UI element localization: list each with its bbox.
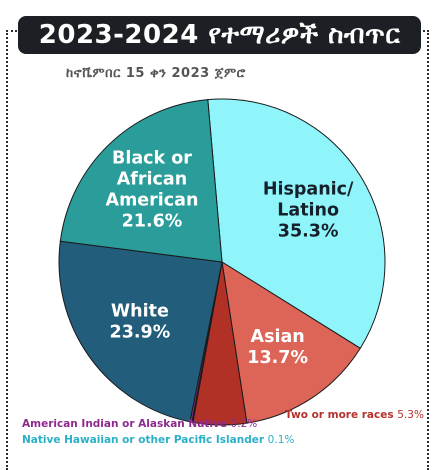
pie-slice-hispanic-latino	[207, 98, 386, 349]
footnote-two-or-more: Two or more races 5.3%	[285, 409, 424, 421]
slice-value-label: 21.6%	[122, 212, 183, 232]
footnote-native-hawaiian: Native Hawaiian or other Pacific Islande…	[22, 434, 294, 446]
slice-value-label: 13.7%	[247, 348, 308, 368]
pie-chart: Hispanic/Latino 35.3% Asian 13.7% White 23.9%…	[58, 98, 386, 426]
slice-value-label: 35.3%	[278, 221, 339, 241]
chart-subtitle: ከኖቬምበር 15 ቀን 2023 ጀምሮ	[66, 66, 246, 81]
footnote-american-indian: American Indian or Alaskan Native 0.2%	[22, 418, 257, 430]
slice-label-hispanic-latino: Hispanic/Latino 35.3%	[263, 179, 354, 241]
slice-label-asian: Asian 13.7%	[247, 327, 308, 368]
pie-slice-asian	[221, 260, 361, 424]
pie-slices	[58, 98, 386, 426]
slice-name-line: American	[106, 191, 199, 211]
slice-name-line: African	[117, 170, 187, 190]
footnote-two-or-more-value: 5.3%	[397, 409, 424, 421]
slice-value-label: 23.9%	[110, 323, 171, 343]
footnote-american-indian-value: 0.2%	[230, 418, 258, 430]
chart-title: 2023-2024 የተማሪዎች ስብጥር	[18, 16, 421, 54]
slice-label-white: White 23.9%	[110, 302, 171, 343]
slice-name-line: Hispanic/	[263, 179, 354, 199]
pie-slice-white	[58, 240, 223, 423]
slice-label-black-or-african-american: Black or African American 21.6%	[106, 149, 199, 232]
footnote-american-indian-label: American Indian or Alaskan Native	[22, 418, 227, 430]
slice-name-line: Latino	[277, 200, 339, 220]
footnote-native-hawaiian-label: Native Hawaiian or other Pacific Islande…	[22, 434, 265, 446]
slice-name-line: Asian	[251, 327, 305, 347]
footnote-two-or-more-label: Two or more races	[285, 409, 394, 421]
footnote-native-hawaiian-value: 0.1%	[267, 434, 295, 446]
slice-name-line: Black or	[112, 149, 192, 169]
slice-name-line: White	[111, 302, 169, 322]
pie-labels: Hispanic/Latino 35.3% Asian 13.7% White 23.9%…	[106, 149, 355, 368]
pie-slice-black-or-african-american	[59, 99, 223, 263]
